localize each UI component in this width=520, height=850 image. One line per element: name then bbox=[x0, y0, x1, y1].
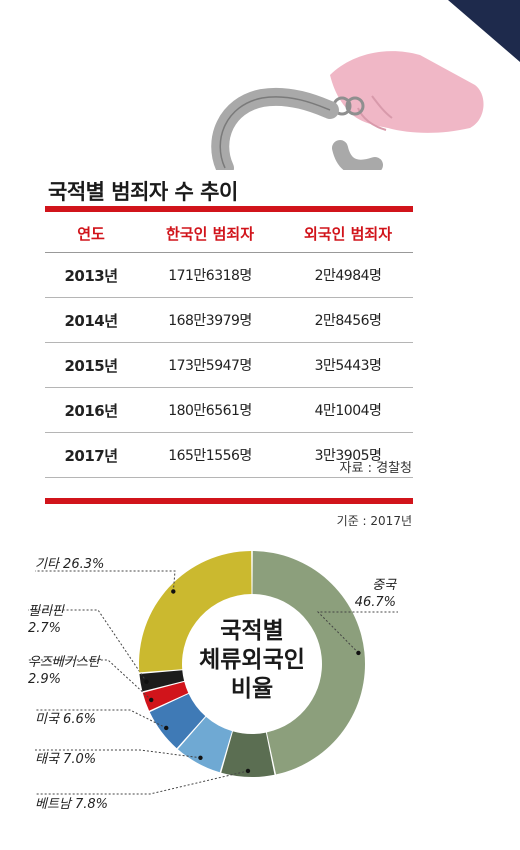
year-cell: 2016년 bbox=[45, 387, 137, 433]
hand bbox=[330, 51, 484, 133]
red-divider-chart bbox=[45, 498, 413, 504]
slice-기타 bbox=[139, 551, 252, 673]
slice-중국 bbox=[252, 551, 366, 775]
chain-ring bbox=[345, 96, 365, 116]
table-row: 2017년 165만1556명 3만3905명 bbox=[45, 432, 413, 478]
header-korean: 한국인 범죄자 bbox=[137, 214, 283, 253]
year-cell: 2013년 bbox=[45, 252, 137, 298]
foreign-cell: 2만8456명 bbox=[283, 297, 413, 343]
table-row: 2013년 171만6318명 2만4984명 bbox=[45, 252, 413, 298]
slice-value: 2.7% bbox=[28, 621, 61, 636]
korean-cell: 173만5947명 bbox=[137, 342, 283, 388]
header-foreign: 외국인 범죄자 bbox=[283, 214, 413, 253]
leader-dot bbox=[198, 755, 203, 760]
foreign-cell: 4만1004명 bbox=[283, 387, 413, 433]
header-row: 연도 한국인 범죄자 외국인 범죄자 bbox=[45, 214, 413, 253]
leader-dot bbox=[356, 650, 361, 656]
leader-dot bbox=[149, 697, 154, 703]
year-cell: 2014년 bbox=[45, 297, 137, 343]
red-divider-top bbox=[45, 206, 413, 212]
slice-label: 중국 46.7% bbox=[355, 578, 397, 610]
leader-line bbox=[35, 749, 201, 759]
basis-note: 기준 : 2017년 bbox=[336, 514, 412, 528]
slice-name: 우즈베키스탄 bbox=[28, 655, 102, 670]
table-row: 2014년 168만3979명 2만8456명 bbox=[45, 297, 413, 343]
foreign-cell: 2만4984명 bbox=[283, 252, 413, 298]
korean-cell: 180만6561명 bbox=[137, 387, 283, 433]
foreign-cell: 3만3905명 bbox=[283, 432, 413, 478]
table-row: 2015년 173만5947명 3만5443명 bbox=[45, 342, 413, 388]
table-title: 국적별 범죄자 수 추이 bbox=[48, 180, 238, 204]
korean-cell: 171만6318명 bbox=[137, 252, 283, 298]
crime-table: 연도 한국인 범죄자 외국인 범죄자 2013년 171만6318명 2만498… bbox=[45, 214, 413, 478]
korean-cell: 168만3979명 bbox=[137, 297, 283, 343]
slice-name: 필리핀 bbox=[28, 604, 65, 619]
slice-label: 베트남 7.8% bbox=[35, 797, 108, 812]
korean-cell: 165만1556명 bbox=[137, 432, 283, 478]
slice-우즈베키스탄 bbox=[142, 681, 189, 711]
center-label-line: 국적별 bbox=[220, 618, 283, 644]
year-cell: 2015년 bbox=[45, 342, 137, 388]
slice-label: 미국 6.6% bbox=[35, 712, 96, 727]
leader-dot bbox=[144, 679, 149, 684]
table-row: 2016년 180만6561명 4만1004명 bbox=[45, 387, 413, 433]
slice-value: 2.9% bbox=[28, 672, 61, 687]
slice-label: 우즈베키스탄 2.9% bbox=[28, 655, 102, 687]
source-note: 자료 : 경찰청 bbox=[339, 461, 412, 476]
leader-line bbox=[316, 611, 398, 654]
slice-name: 중국 bbox=[372, 578, 397, 593]
center-label-line: 체류외국인 bbox=[199, 647, 305, 673]
slice-미국 bbox=[149, 693, 206, 749]
leader-line bbox=[28, 659, 152, 701]
slice-태국 bbox=[177, 716, 233, 773]
year-cell: 2017년 bbox=[45, 432, 137, 478]
slice-필리핀 bbox=[139, 670, 185, 692]
leader-line bbox=[28, 609, 147, 683]
leader-dot bbox=[171, 589, 176, 594]
slice-label: 기타 26.3% bbox=[35, 557, 104, 572]
slice-label: 필리핀 2.7% bbox=[28, 604, 65, 636]
slice-value: 46.7% bbox=[355, 595, 396, 610]
leader-dot bbox=[164, 725, 169, 731]
header-year: 연도 bbox=[45, 214, 137, 253]
suit-sleeve bbox=[448, 0, 520, 62]
handcuff-illustration bbox=[211, 0, 520, 170]
leader-line bbox=[35, 770, 249, 795]
slice-label: 태국 7.0% bbox=[35, 752, 96, 767]
leader-dot bbox=[245, 768, 251, 774]
foreign-cell: 3만5443명 bbox=[283, 342, 413, 388]
leader-line bbox=[35, 709, 167, 729]
slice-베트남 bbox=[221, 731, 275, 777]
leader-line bbox=[35, 570, 176, 592]
center-label-line: 비율 bbox=[231, 676, 273, 702]
right-cuff-top bbox=[332, 140, 383, 170]
